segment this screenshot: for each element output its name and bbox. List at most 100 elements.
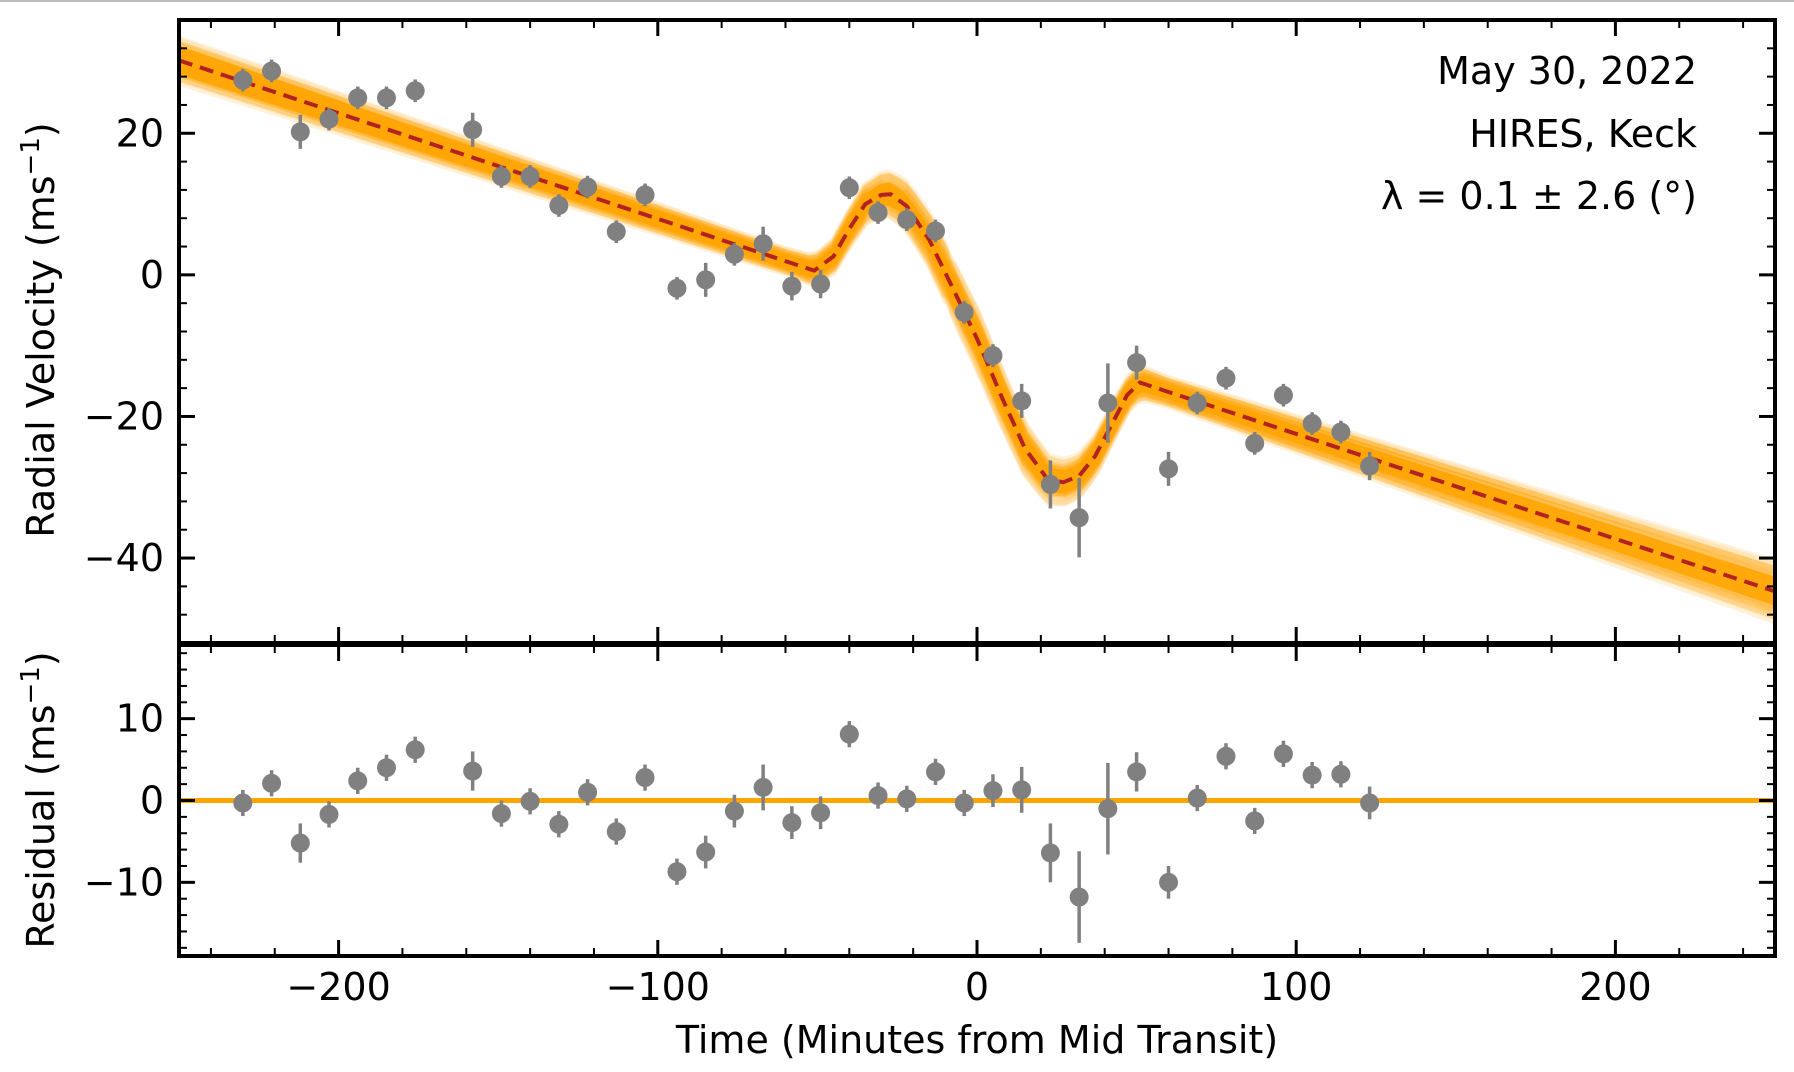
residual-point xyxy=(954,793,974,813)
rv-point xyxy=(348,88,368,108)
residual-point xyxy=(1360,793,1380,813)
residual-point xyxy=(897,789,917,809)
residual-point xyxy=(290,833,310,853)
residual-point xyxy=(811,803,831,823)
residual-point xyxy=(1040,843,1060,863)
rv-point xyxy=(1331,422,1351,442)
rv-point xyxy=(1127,353,1147,373)
rv-panel: 20 0 −20 −40 May 30, 2022 HIRES, Keck λ = 0… xyxy=(16,18,1777,645)
posterior-curve xyxy=(179,40,1775,572)
x-tick-label: 200 xyxy=(1579,965,1652,1009)
rv-point xyxy=(319,109,339,129)
x-tick-label: 100 xyxy=(1260,965,1333,1009)
residual-point xyxy=(983,781,1003,801)
rv-point xyxy=(1187,393,1207,413)
rv-point xyxy=(233,70,253,90)
rv-point xyxy=(839,178,859,198)
posterior-curve xyxy=(179,76,1775,621)
residual-point xyxy=(463,761,483,781)
x-tick-labels: −200 −100 0 100 200 xyxy=(286,965,1651,1009)
x-tick-label: −100 xyxy=(606,965,710,1009)
rv-point xyxy=(1273,385,1293,405)
rv-point xyxy=(1360,456,1380,476)
rv-y-tick-label: 0 xyxy=(140,253,164,297)
residual-point xyxy=(491,804,511,824)
residual-point xyxy=(696,842,716,862)
residual-point xyxy=(782,813,802,833)
rv-point xyxy=(1040,474,1060,494)
residual-point xyxy=(1331,764,1351,784)
annotation-date: May 30, 2022 xyxy=(1437,49,1697,93)
best-fit-line xyxy=(179,58,1775,594)
residual-point xyxy=(1187,788,1207,808)
residual-point xyxy=(606,822,626,842)
residual-point xyxy=(753,777,773,797)
rv-point xyxy=(1159,459,1179,479)
rv-point xyxy=(1302,414,1322,434)
residual-point xyxy=(1098,799,1118,819)
rv-y-tick-labels: 20 0 −20 −40 xyxy=(84,111,164,580)
residual-point xyxy=(926,762,946,782)
residual-point xyxy=(348,771,368,791)
residual-point xyxy=(1012,780,1032,800)
rv-point xyxy=(376,88,396,108)
residual-point xyxy=(1159,872,1179,892)
rv-point xyxy=(606,222,626,242)
x-tick-label: 0 xyxy=(965,965,989,1009)
rv-point xyxy=(811,274,831,294)
rv-point xyxy=(667,278,687,298)
annotation-lambda: λ = 0.1 ± 2.6 (°) xyxy=(1381,174,1697,218)
rv-point xyxy=(724,244,744,264)
residual-y-tick-label: 10 xyxy=(116,697,164,741)
rv-point xyxy=(1216,368,1236,388)
posterior-curve xyxy=(179,79,1775,625)
rv-point xyxy=(926,221,946,241)
residual-point xyxy=(319,804,339,824)
rv-point xyxy=(549,195,569,215)
rv-point xyxy=(954,302,974,322)
rv-point xyxy=(983,346,1003,366)
residual-point xyxy=(1216,746,1236,766)
rv-point xyxy=(868,203,888,223)
x-tick-label: −200 xyxy=(286,965,390,1009)
residual-point xyxy=(724,801,744,821)
posterior-curve xyxy=(179,43,1775,573)
residual-point xyxy=(549,814,569,834)
rv-point xyxy=(782,276,802,296)
rv-point xyxy=(520,166,540,186)
rv-point xyxy=(262,61,282,81)
residual-point xyxy=(233,793,253,813)
rv-point xyxy=(696,270,716,290)
posterior-curve xyxy=(179,74,1775,619)
rv-y-tick-label: −20 xyxy=(84,394,164,438)
residual-point xyxy=(635,768,655,788)
residual-panel: 100−10 −200 −100 0 100 200 Residual (ms−1) T… xyxy=(16,643,1777,1062)
rv-point xyxy=(1245,433,1265,453)
residual-data-points xyxy=(233,721,1380,943)
residual-y-tick-label: −10 xyxy=(84,860,164,904)
posterior-curve xyxy=(179,75,1775,620)
rv-point xyxy=(463,120,483,140)
rv-point xyxy=(753,234,773,254)
residual-y-tick-label: 0 xyxy=(140,779,164,823)
posterior-curve xyxy=(179,41,1775,572)
residual-point xyxy=(376,758,396,778)
rv-point xyxy=(1069,508,1089,528)
residual-point xyxy=(1069,887,1089,907)
rv-point xyxy=(405,81,425,101)
posterior-curve xyxy=(179,37,1775,568)
posterior-curve xyxy=(179,35,1775,565)
residual-point xyxy=(868,786,888,806)
rv-point xyxy=(1012,391,1032,411)
residual-point xyxy=(1273,744,1293,764)
residual-point xyxy=(262,773,282,793)
rv-point xyxy=(1098,393,1118,413)
x-axis-label: Time (Minutes from Mid Transit) xyxy=(675,1018,1278,1062)
residual-point xyxy=(1245,811,1265,831)
residual-point xyxy=(578,782,598,802)
rv-point xyxy=(578,177,598,197)
residual-point xyxy=(1302,765,1322,785)
residual-panel-frame xyxy=(177,643,1777,958)
residual-point xyxy=(1127,762,1147,782)
